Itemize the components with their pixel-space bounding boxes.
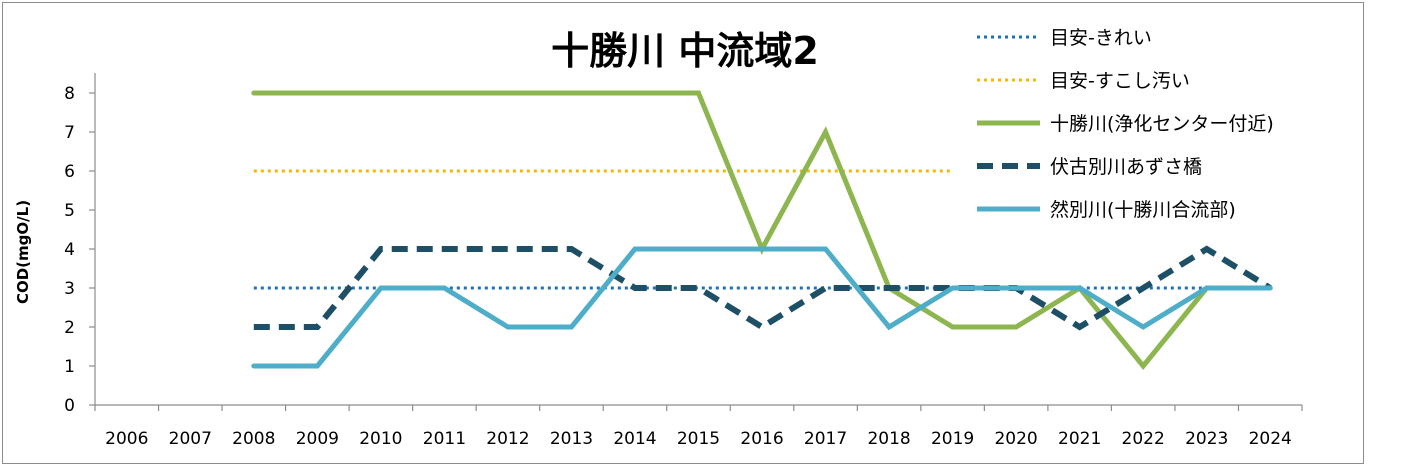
x-tick-label: 2024 — [1249, 429, 1292, 449]
x-tick-label: 2018 — [867, 429, 910, 449]
y-tick-label: 6 — [64, 162, 75, 182]
x-tick-label: 2014 — [613, 429, 656, 449]
x-tick-label: 2017 — [804, 429, 847, 449]
x-tick-label: 2009 — [296, 429, 339, 449]
x-tick-label: 2011 — [423, 429, 466, 449]
x-tick-label: 2007 — [169, 429, 212, 449]
x-tick-label: 2023 — [1185, 429, 1228, 449]
legend-label-1: 目安-きれい — [1050, 27, 1152, 49]
plot-area: 0 1 2 3 4 5 6 7 8 2006 2007 2008 2009 2010 2011 2012 201… — [14, 73, 1303, 449]
x-tick-label: 2016 — [740, 429, 783, 449]
chart-title: 十勝川 中流域2 — [551, 29, 819, 73]
y-tick-label: 7 — [64, 123, 75, 143]
x-tick-label: 2020 — [994, 429, 1037, 449]
y-tick-label: 3 — [64, 279, 75, 299]
y-tick-label: 4 — [64, 240, 75, 260]
y-tick-label: 5 — [64, 201, 75, 221]
legend-label-5: 然別川(十勝川合流部) — [1050, 199, 1236, 221]
y-tick-label: 8 — [64, 84, 75, 104]
legend-label-4: 伏古別川あずさ橋 — [1050, 156, 1202, 178]
x-tick-label: 2022 — [1122, 429, 1165, 449]
legend-label-3: 十勝川(浄化センター付近) — [1050, 113, 1274, 135]
x-tick-label: 2021 — [1058, 429, 1101, 449]
x-tick-label: 2010 — [359, 429, 402, 449]
series-line-5 — [251, 246, 1273, 369]
series-line-4 — [253, 245, 1272, 331]
y-tick-label: 2 — [64, 318, 75, 338]
x-tick-label: 2019 — [931, 429, 974, 449]
legend-label-2: 目安-すこし汚い — [1050, 70, 1190, 92]
chart-frame — [2, 2, 1364, 464]
x-tick-label: 2013 — [550, 429, 593, 449]
y-tick-label: 0 — [64, 396, 75, 416]
x-tick-label: 2015 — [677, 429, 720, 449]
x-tick-label: 2008 — [232, 429, 275, 449]
x-tick-label: 2012 — [486, 429, 529, 449]
x-tick-label: 2006 — [105, 429, 148, 449]
y-axis-label: COD(mgO/L) — [14, 200, 32, 304]
y-tick-label: 1 — [64, 357, 75, 377]
